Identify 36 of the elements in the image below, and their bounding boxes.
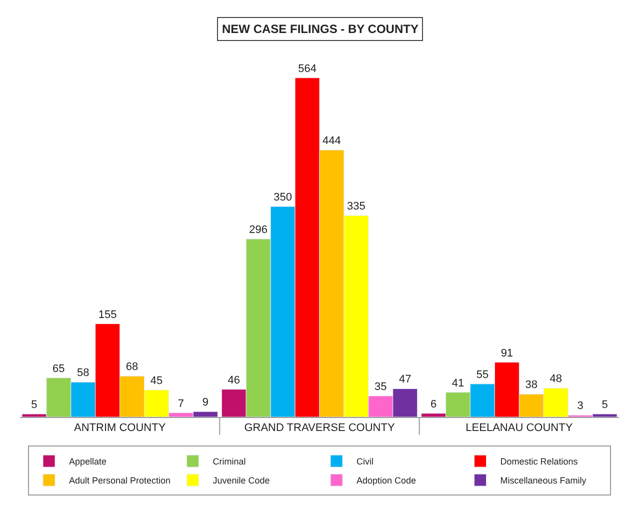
data-label: 5 [602,398,608,411]
legend-label: Civil [356,456,374,467]
legend-label: Criminal [212,456,246,467]
data-label: 35 [374,380,387,393]
legend-label: Domestic Relations [500,456,578,467]
data-label: 68 [126,361,138,374]
legend-label: Adult Personal Protection [69,476,171,486]
data-label: 91 [500,347,514,360]
data-label: 296 [249,224,268,236]
data-label: 65 [52,362,65,375]
x-tick-label: ANTRIM COUNTY [74,422,166,434]
data-label: 6 [430,398,437,410]
data-label: 9 [202,396,209,409]
data-label: 45 [150,374,163,387]
chart-title: NEW CASE FILINGS - BY COUNTY [222,22,418,36]
data-label: 7 [178,398,184,410]
x-tick-label: GRAND TRAVERSE COUNTY [244,422,396,434]
data-label: 5 [31,398,38,411]
data-label: 444 [322,135,341,148]
data-label: 47 [398,374,412,386]
x-tick-label: LEELANAU COUNTY [466,422,574,434]
legend-label: Juvenile Code [212,476,270,486]
legend-label: Miscellaneous Family [500,476,587,486]
legend-label: Adoption Code [356,476,416,486]
data-label: 38 [525,379,538,392]
data-label: 41 [452,377,464,390]
data-label: 48 [550,373,562,386]
data-label: 3 [577,400,584,412]
data-label: 55 [476,368,489,381]
data-label: 335 [347,200,366,213]
data-label: 564 [298,62,316,75]
data-label: 46 [228,374,240,386]
legend-label: Appellate [69,456,107,467]
data-label: 155 [98,308,117,321]
data-label: 58 [77,367,90,380]
data-label: 350 [274,192,292,204]
